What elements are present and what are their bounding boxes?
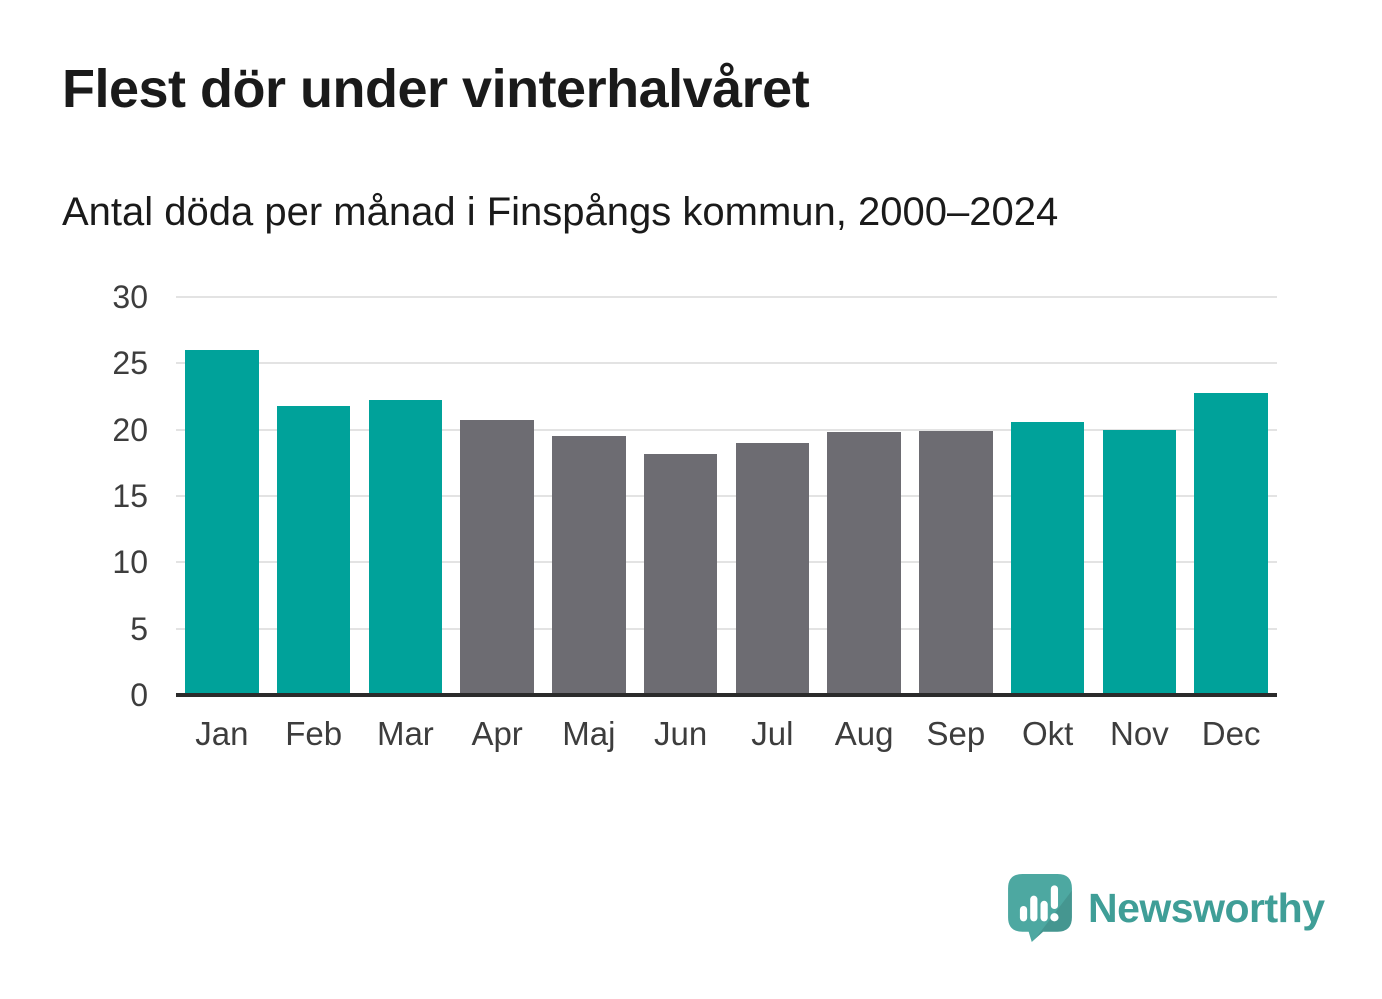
gridline	[176, 362, 1277, 365]
bar-series	[176, 297, 1277, 695]
y-tick-label: 30	[112, 279, 148, 315]
logo-exclamation-dot	[1050, 913, 1059, 922]
bar-slot	[910, 297, 1002, 695]
x-tick-label: Maj	[562, 715, 616, 752]
chart-title: Flest dör under vinterhalvåret	[62, 59, 810, 119]
x-axis-labels: Jan Feb Mar Apr Maj Jun Jul Aug Sep Okt Nov Dec	[176, 715, 1277, 753]
bar-sep	[919, 431, 993, 695]
x-tick-label: Nov	[1110, 715, 1169, 752]
logo-bar-medium	[1040, 900, 1048, 922]
x-axis-line	[176, 693, 1277, 697]
bar-slot	[1185, 297, 1277, 695]
brand-footer: Newsworthy	[1008, 874, 1325, 942]
bar-nov	[1102, 429, 1177, 695]
gridline	[176, 627, 1277, 630]
y-tick-label: 20	[112, 411, 148, 448]
bar-aug	[827, 432, 901, 695]
bar-slot	[818, 297, 910, 695]
bar-slot	[451, 297, 543, 695]
bar-feb	[276, 405, 351, 695]
bar-slot	[176, 297, 268, 695]
logo-bar-small	[1019, 905, 1028, 922]
bar-jul	[735, 442, 810, 695]
y-tick-label: 5	[130, 610, 148, 647]
bar-slot	[1094, 297, 1186, 695]
x-tick-label: Jul	[751, 715, 794, 752]
gridline	[176, 561, 1277, 564]
gridline	[176, 296, 1277, 298]
bar-slot	[360, 297, 452, 695]
x-tick-label: Jun	[654, 715, 708, 752]
bar-slot	[1002, 297, 1094, 695]
x-tick-label: Okt	[1021, 715, 1074, 752]
bar-jun	[643, 453, 718, 695]
x-tick-label: Feb	[285, 715, 343, 752]
bar-slot	[727, 297, 819, 695]
newsworthy-logo-icon	[1008, 874, 1072, 942]
bar-jan	[185, 350, 259, 695]
bar-apr	[460, 420, 534, 695]
y-tick-label: 25	[112, 345, 148, 382]
y-axis: 0 5 10 15 20 25 30	[60, 281, 148, 711]
gridline	[176, 495, 1277, 497]
bar-maj	[552, 436, 626, 695]
chart-subtitle: Antal döda per månad i Finspångs kommun,…	[62, 190, 1059, 234]
x-tick-label: Mar	[376, 715, 434, 752]
bar-okt	[1010, 421, 1085, 695]
x-tick-label: Jan	[195, 715, 249, 752]
y-tick-label: 0	[130, 677, 148, 713]
x-tick-label: Sep	[926, 715, 986, 752]
logo-exclamation-bar	[1050, 885, 1059, 910]
brand-name: Newsworthy	[1088, 884, 1325, 931]
bar-slot	[268, 297, 360, 695]
bar-dec	[1194, 392, 1268, 695]
y-tick-label: 15	[112, 478, 148, 514]
plot-area	[176, 296, 1277, 697]
x-tick-label: Apr	[471, 715, 523, 752]
gridline	[176, 428, 1277, 431]
x-tick-label: Aug	[834, 715, 894, 752]
bar-mar	[368, 400, 443, 695]
logo-bar-tall	[1030, 895, 1038, 922]
y-tick-label: 10	[112, 544, 148, 581]
bar-slot	[635, 297, 727, 695]
bar-slot	[543, 297, 635, 695]
x-tick-label: Dec	[1201, 715, 1261, 752]
